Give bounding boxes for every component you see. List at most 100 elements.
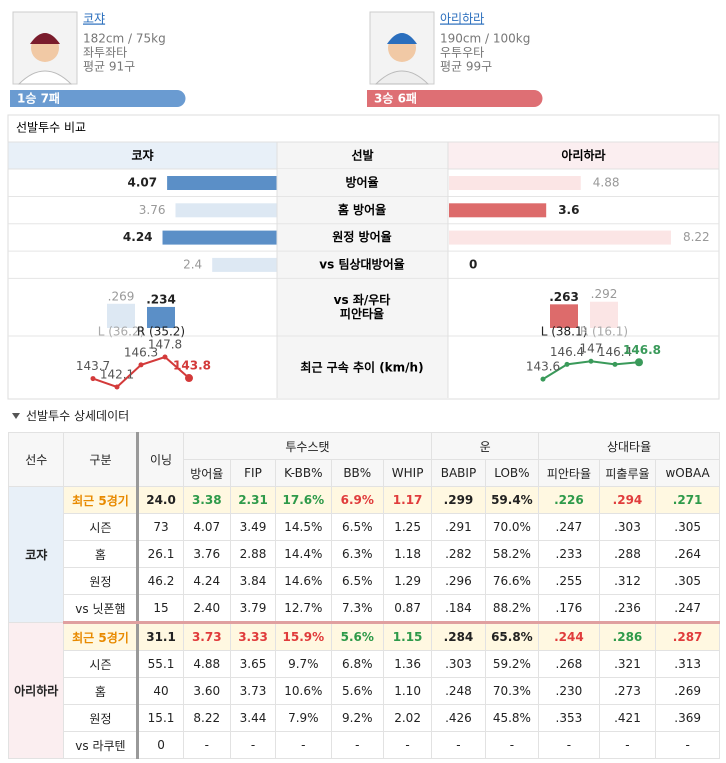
stat-cell: 26.1: [137, 540, 184, 568]
column-header: 방어율: [182, 459, 231, 487]
speed-label: 146.4: [598, 345, 632, 359]
stat-cell: -: [275, 731, 332, 759]
stat-cell: 15: [137, 594, 184, 624]
stat-cell: 46.2: [137, 567, 184, 595]
group-header: 운: [431, 432, 540, 460]
stat-cell: .369: [655, 704, 720, 732]
stat-cell: 1.18: [382, 540, 433, 568]
record-bar: [367, 90, 543, 107]
stat-cell: 1.17: [382, 486, 433, 514]
detail-title-row: 선발투수 상세데이터: [12, 407, 129, 424]
stat-cell: 3.33: [229, 622, 277, 651]
stat-cell: .282: [431, 540, 486, 568]
speed-point: [138, 362, 144, 368]
stat-cell: .236: [598, 594, 657, 624]
stat-cell: -: [484, 731, 540, 759]
split-bar: [107, 303, 135, 328]
pitcher-pitches: 평균 99구: [440, 60, 492, 74]
pitcher-name[interactable]: 아리하라: [440, 12, 484, 26]
row-label: 홈 방어율: [338, 202, 386, 217]
header-cell: 이닝: [137, 432, 184, 487]
stat-cell: 12.7%: [275, 594, 332, 624]
stat-cell: 15.1: [137, 704, 184, 732]
record: 1승 7패: [17, 92, 60, 106]
stat-cell: .291: [431, 513, 486, 541]
left-value: 2.4: [183, 257, 202, 271]
speed-point: [162, 354, 168, 360]
stat-cell: 2.88: [229, 540, 277, 568]
header-cell: [276, 141, 449, 170]
speed-label: 146.8: [623, 343, 661, 357]
collapse-icon[interactable]: [12, 412, 20, 420]
header-cell: 구분: [63, 432, 140, 487]
stat-cell: .230: [538, 677, 600, 705]
middle-column: [277, 169, 448, 398]
left-value: 4.07: [128, 176, 158, 190]
stat-cell: .286: [598, 622, 657, 651]
speed-point: [185, 374, 193, 383]
stat-cell: 3.84: [229, 567, 277, 595]
speed-point: [114, 384, 120, 390]
stat-cell: .303: [598, 513, 657, 541]
left-value: 3.76: [139, 203, 166, 217]
speed-point: [612, 361, 618, 367]
section-title: 선발투수 비교: [16, 121, 86, 135]
stat-cell: 8.22: [182, 704, 231, 732]
data-row: vs 닛폰햄 15 2.40 3.79 12.7% 7.3% 0.87.184 88.2% .1…: [9, 594, 720, 624]
stat-cell: 70.0%: [484, 513, 540, 541]
stat-cell: 3.44: [229, 704, 277, 732]
split-cell: 원정: [63, 567, 140, 595]
stat-cell: 2.40: [182, 594, 231, 624]
column-header: FIP: [229, 459, 277, 487]
split-cell: 시즌: [63, 650, 140, 678]
stat-cell: 45.8%: [484, 704, 540, 732]
data-row: vs 라쿠텐 0- - - - - - - - - -: [9, 731, 720, 759]
pitcher-hand: 우투우타: [440, 46, 484, 60]
stat-cell: .303: [431, 650, 486, 678]
column-header: 피출루율: [598, 459, 657, 487]
stat-cell: 7.3%: [330, 594, 384, 624]
section-title: 선발투수 상세데이터: [26, 409, 130, 423]
pitcher-body: 182cm / 75kg: [83, 32, 166, 46]
stat-cell: 4.07: [182, 513, 231, 541]
stat-cell: .269: [655, 677, 720, 705]
split-value: .269: [108, 289, 135, 303]
column-header: LOB%: [484, 459, 540, 487]
stat-cell: 70.3%: [484, 677, 540, 705]
split-cell: 최근 5경기: [63, 622, 140, 651]
column-header: BABIP: [431, 459, 486, 487]
stat-cell: .268: [538, 650, 600, 678]
split-value: .263: [549, 290, 579, 304]
pitcher-name[interactable]: 코쟈: [83, 12, 105, 26]
split-bar: [590, 301, 618, 328]
stat-cell: 6.5%: [330, 567, 384, 595]
stat-cell: 3.65: [229, 650, 277, 678]
speed-label: 147: [580, 342, 603, 356]
right-bar: [449, 230, 671, 245]
stat-cell: 3.49: [229, 513, 277, 541]
stat-cell: 15.9%: [275, 622, 332, 651]
stat-cell: .248: [431, 677, 486, 705]
stat-cell: 0.87: [382, 594, 433, 624]
row-label: vs 좌/우타 피안타율: [334, 292, 391, 321]
stat-cell: 65.8%: [484, 622, 540, 651]
stat-cell: 0: [137, 731, 184, 759]
split-label: L (38.1): [541, 325, 588, 339]
stat-cell: 6.8%: [330, 650, 384, 678]
group-header: 투수스탯: [182, 432, 433, 460]
stat-cell: 3.38: [182, 486, 231, 514]
speed-label: 146.4: [550, 345, 584, 359]
right-value: 3.6: [558, 203, 579, 217]
right-bar: [449, 203, 547, 218]
detail-table: 선수 구분 이닝 투수스탯 운 상대타율 방어율 FIP K-BB% BB% WHIP BABIP LO…: [8, 432, 720, 759]
stat-cell: 7.9%: [275, 704, 332, 732]
stat-cell: 55.1: [137, 650, 184, 678]
stat-cell: 5.6%: [330, 677, 384, 705]
photo-cap: [30, 33, 60, 44]
stat-cell: 59.2%: [484, 650, 540, 678]
stat-cell: 3.79: [229, 594, 277, 624]
speed-label: 142.1: [100, 368, 134, 382]
split-cell: 최근 5경기: [63, 486, 140, 514]
stat-cell: .176: [538, 594, 600, 624]
